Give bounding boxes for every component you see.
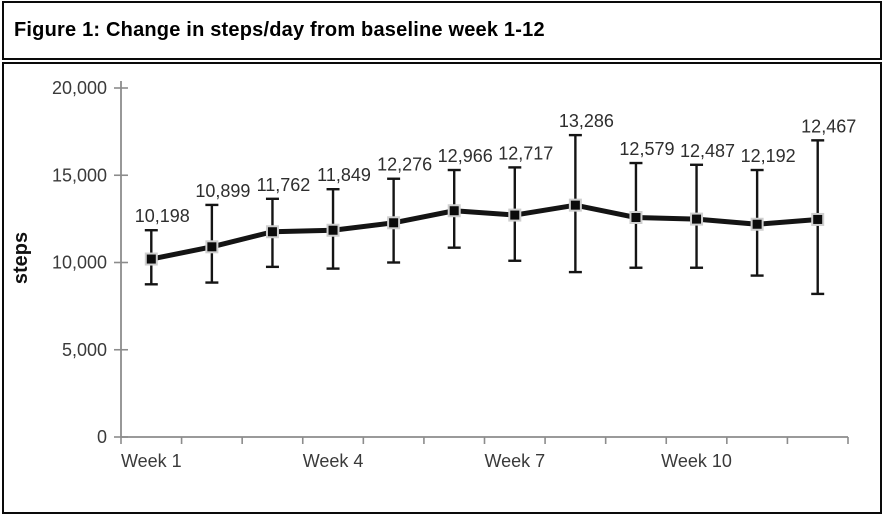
y-axis-ticks: 0 5,000 10,000 15,000 20,000 <box>52 78 128 447</box>
x-axis-ticks: Week 1 Week 4 Week 7 Week 10 <box>120 437 849 471</box>
x-tick-label: Week 7 <box>484 451 545 471</box>
x-tick-label: Week 10 <box>661 451 732 471</box>
data-label: 12,192 <box>741 146 796 166</box>
data-markers <box>144 198 825 266</box>
data-point-marker <box>629 210 643 224</box>
error-bars <box>144 133 825 296</box>
data-label: 12,467 <box>801 116 856 136</box>
x-tick-label: Week 1 <box>121 451 182 471</box>
figure-title-bar: Figure 1: Change in steps/day from basel… <box>2 1 882 60</box>
data-point-marker <box>690 212 704 226</box>
data-label: 12,717 <box>498 143 553 163</box>
data-point-marker <box>205 240 219 254</box>
data-label: 13,286 <box>559 111 614 131</box>
data-label: 12,276 <box>377 155 432 175</box>
data-point-marker <box>265 225 279 239</box>
y-tick-label: 0 <box>97 427 107 447</box>
data-point-marker <box>326 223 340 237</box>
axes <box>120 81 848 438</box>
data-point-marker <box>568 198 582 212</box>
data-point-marker <box>811 212 825 226</box>
x-tick-label: Week 4 <box>303 451 364 471</box>
data-point-marker <box>447 204 461 218</box>
data-label: 12,579 <box>619 139 674 159</box>
data-label: 11,849 <box>317 165 371 185</box>
data-label: 10,198 <box>135 206 190 226</box>
y-tick-label: 15,000 <box>52 165 107 185</box>
data-point-marker <box>387 216 401 230</box>
chart-plot-container <box>2 62 882 514</box>
data-point-marker <box>508 208 522 222</box>
data-label: 11,762 <box>257 175 311 195</box>
figure-title: Figure 1: Change in steps/day from basel… <box>14 19 545 41</box>
data-line <box>148 202 821 262</box>
data-label: 10,899 <box>195 181 250 201</box>
y-axis-title: steps <box>10 232 32 284</box>
y-tick-label: 20,000 <box>52 78 107 98</box>
data-point-marker <box>144 252 158 266</box>
data-label: 12,487 <box>680 141 735 161</box>
y-tick-label: 5,000 <box>62 340 107 360</box>
data-point-marker <box>750 217 764 231</box>
y-tick-label: 10,000 <box>52 253 107 273</box>
data-label: 12,966 <box>438 146 493 166</box>
